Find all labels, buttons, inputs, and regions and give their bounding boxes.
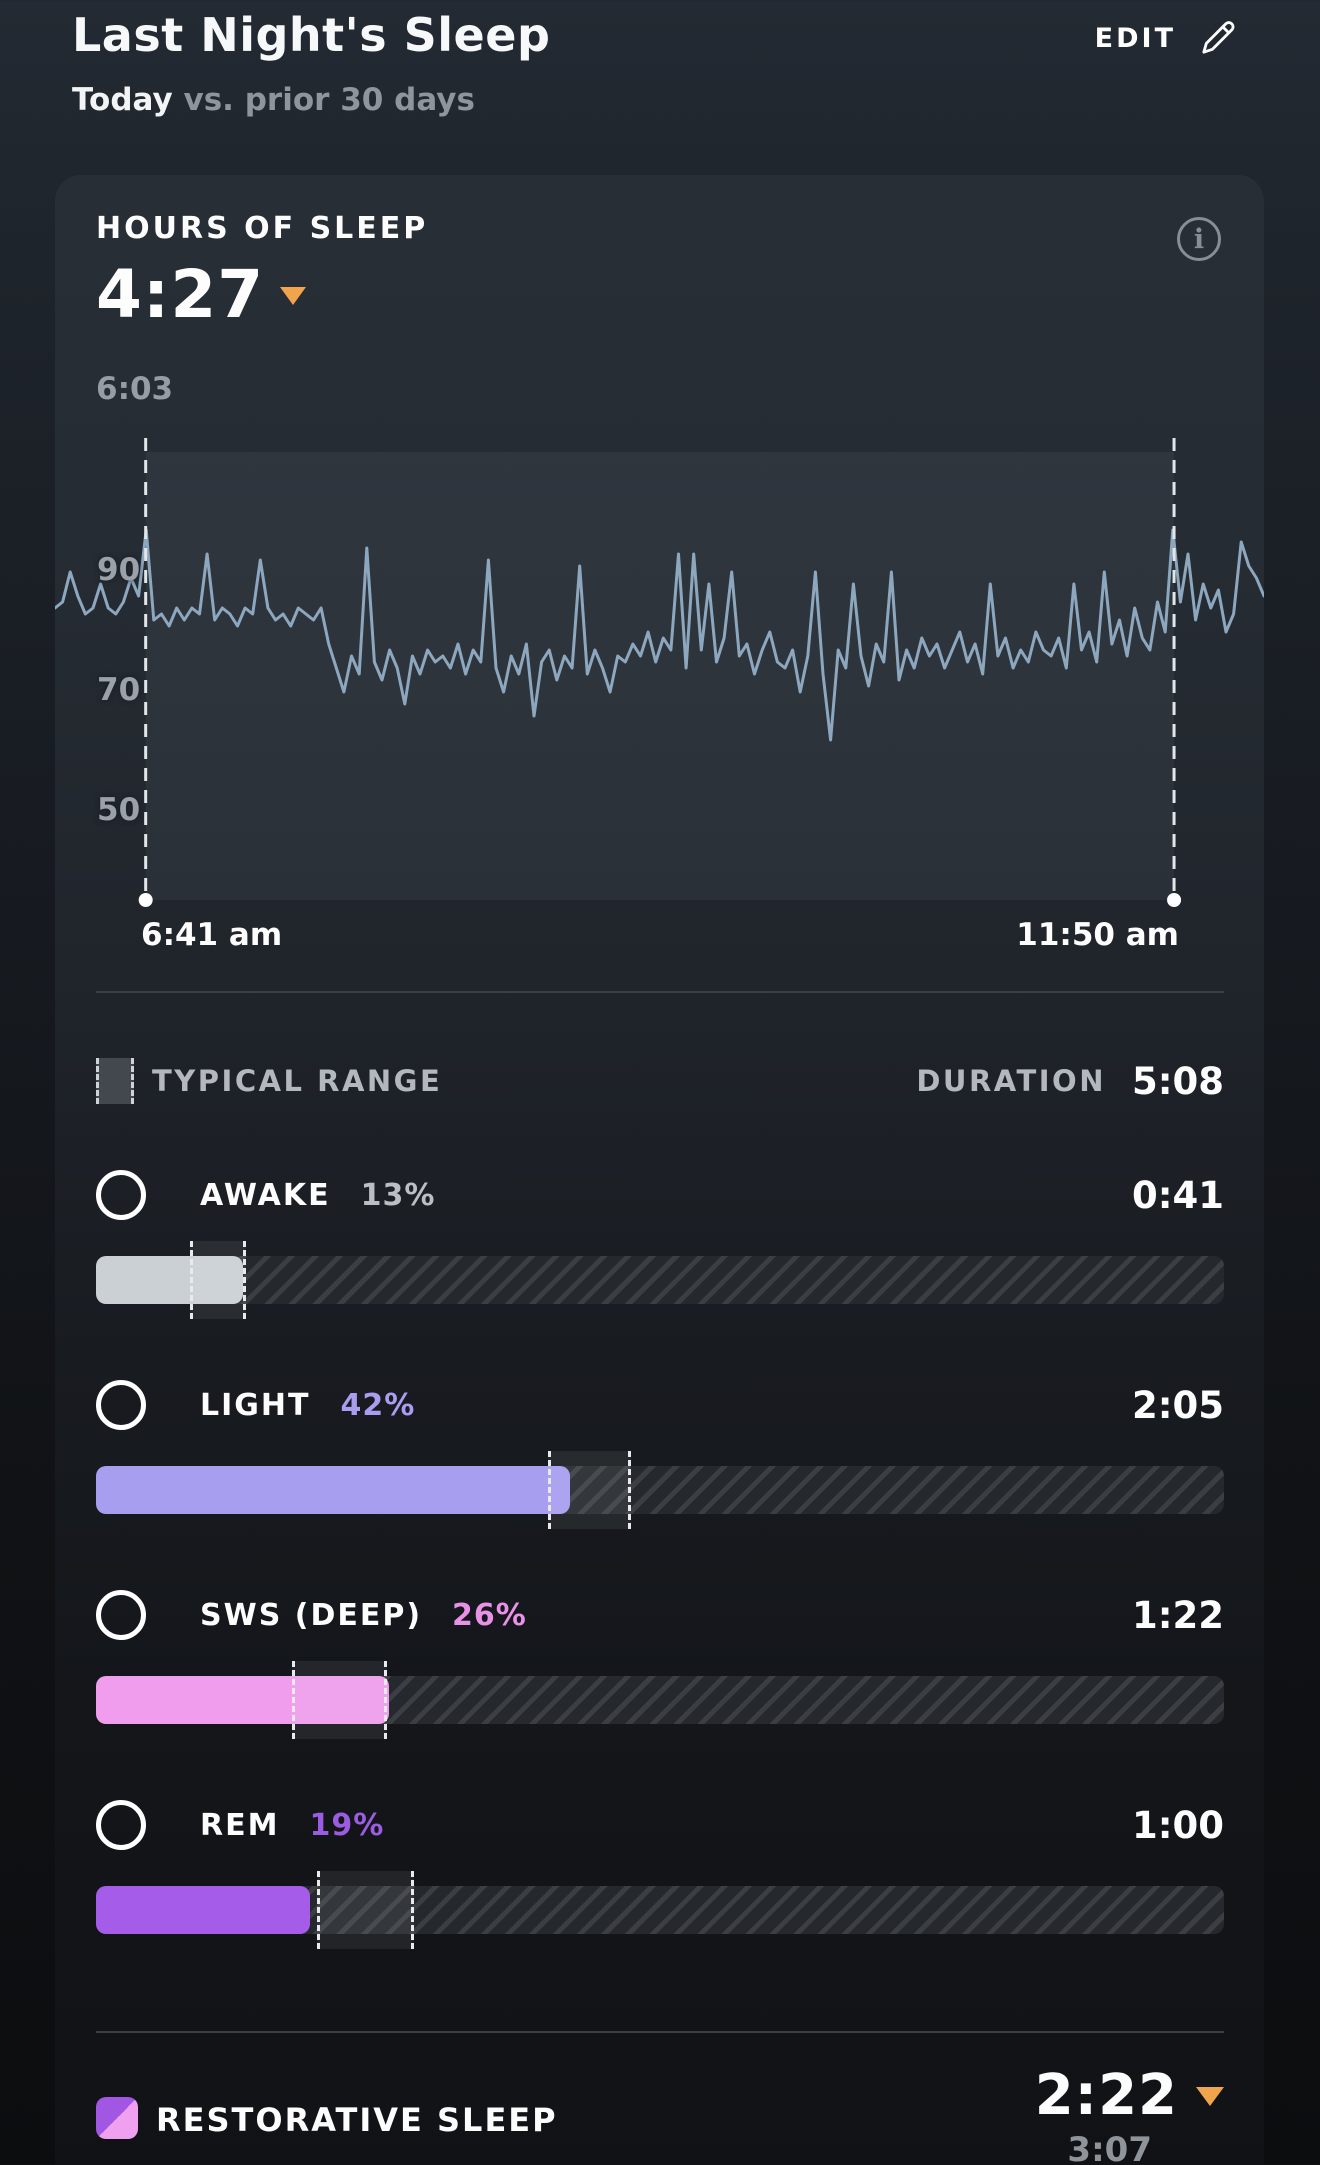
heart-rate-chart-svg: [55, 438, 1264, 907]
hours-of-sleep-baseline: 6:03: [96, 371, 174, 407]
stage-duration: 1:00: [1131, 1803, 1224, 1847]
stage-radio-light[interactable]: [96, 1380, 146, 1430]
stage-radio-sws[interactable]: [96, 1590, 146, 1640]
heart-rate-chart[interactable]: [55, 430, 1264, 940]
typical-range-label: TYPICAL RANGE: [152, 1064, 443, 1098]
typical-range-box: [548, 1451, 631, 1529]
info-button[interactable]: i: [1177, 217, 1221, 261]
stage-percent: 26%: [452, 1597, 527, 1633]
duration-label: DURATION: [916, 1064, 1106, 1098]
divider: [96, 991, 1224, 993]
legend-row: TYPICAL RANGE DURATION 5:08: [96, 1055, 1224, 1107]
stage-label: SWS (DEEP): [200, 1597, 423, 1633]
stage-bar-fill: [96, 1466, 570, 1514]
restorative-sleep-value: 2:22: [1034, 2063, 1178, 2128]
stage-bar-track: [96, 1241, 1224, 1319]
stage-label: AWAKE: [200, 1177, 331, 1213]
ytick-70: 70: [97, 672, 141, 708]
stage-duration: 0:41: [1131, 1173, 1224, 1217]
stage-row-light: LIGHT 42% 2:05: [96, 1375, 1224, 1529]
restorative-sleep-label: RESTORATIVE SLEEP: [156, 2101, 558, 2139]
stage-row-rem: REM 19% 1:00: [96, 1795, 1224, 1949]
sleep-end-time: 11:50 am: [1016, 917, 1179, 953]
stage-bar-fill: [96, 1676, 390, 1724]
restorative-sleep-value-dropdown[interactable]: 2:22: [1035, 2063, 1224, 2128]
stage-percent: 42%: [340, 1387, 416, 1423]
page-title: Last Night's Sleep: [72, 8, 551, 62]
hours-of-sleep-value-dropdown[interactable]: 4:27: [96, 256, 307, 333]
heart-rate-line: [55, 528, 1264, 742]
stage-bar-track: [96, 1871, 1224, 1949]
sleep-start-dot: [138, 893, 153, 907]
hours-of-sleep-value: 4:27: [96, 256, 265, 333]
edit-button[interactable]: EDIT: [1095, 18, 1238, 58]
stage-duration: 2:05: [1131, 1383, 1224, 1427]
page-header: Last Night's Sleep Today vs. prior 30 da…: [72, 8, 1248, 118]
stage-bar-track: [96, 1451, 1224, 1529]
typical-range-box: [189, 1241, 246, 1319]
restorative-sleep-baseline: 3:07: [1067, 2130, 1152, 2165]
ytick-90: 90: [97, 552, 141, 588]
page-subtitle: Today vs. prior 30 days: [72, 82, 1248, 118]
ytick-50: 50: [97, 792, 141, 828]
duration-value: 5:08: [1131, 1059, 1224, 1103]
sleep-end-dot: [1167, 893, 1182, 907]
card-title: HOURS OF SLEEP: [96, 211, 429, 246]
info-icon: i: [1193, 223, 1205, 255]
stage-label: LIGHT: [200, 1387, 311, 1423]
stage-label: REM: [200, 1807, 280, 1843]
stage-row-sws-deep: SWS (DEEP) 26% 1:22: [96, 1585, 1224, 1739]
stage-radio-awake[interactable]: [96, 1170, 146, 1220]
stage-percent: 19%: [309, 1807, 385, 1843]
sleep-start-time: 6:41 am: [141, 917, 283, 953]
typical-range-icon: [96, 1058, 134, 1104]
sleep-window-shade: [145, 452, 1175, 900]
chevron-down-icon: [280, 287, 307, 305]
typical-range-box: [317, 1871, 415, 1949]
typical-range-box: [292, 1661, 388, 1739]
stage-percent: 13%: [360, 1177, 436, 1213]
stage-bar-track: [96, 1661, 1224, 1739]
restorative-sleep-icon: [96, 2097, 138, 2139]
edit-button-label: EDIT: [1094, 22, 1176, 54]
pencil-icon: [1198, 18, 1238, 58]
subtitle-comparison: vs. prior 30 days: [172, 82, 475, 118]
divider: [96, 2031, 1224, 2033]
chevron-down-icon: [1196, 2087, 1224, 2106]
stage-radio-rem[interactable]: [96, 1800, 146, 1850]
stage-bar-fill: [96, 1256, 243, 1304]
subtitle-today: Today: [72, 82, 173, 118]
stage-duration: 1:22: [1131, 1593, 1224, 1637]
sleep-card: HOURS OF SLEEP i 4:27 6:03 90 70 50 6:41…: [55, 175, 1264, 2165]
stage-bar-fill: [96, 1886, 311, 1934]
stage-row-awake: AWAKE 13% 0:41: [96, 1165, 1224, 1319]
